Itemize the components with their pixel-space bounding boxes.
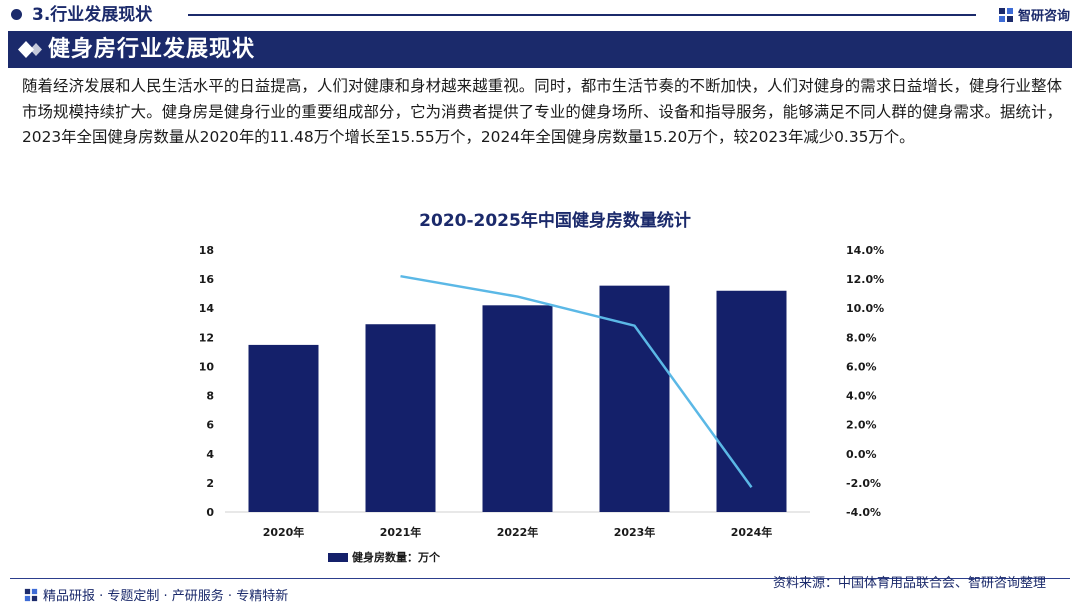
header-divider (188, 14, 976, 16)
right-tick-label: 0.0% (846, 448, 877, 461)
left-tick-label: 0 (206, 506, 214, 519)
title-banner: 健身房行业发展现状 (8, 31, 1072, 68)
bar (248, 344, 319, 512)
left-tick-label: 14 (199, 302, 215, 315)
chart-title: 2020-2025年中国健身房数量统计 (419, 210, 691, 231)
double-diamond-icon (18, 41, 42, 58)
brand-logo: 智研咨询 (998, 5, 1070, 24)
bar-line-chart: 2020-2025年中国健身房数量统计 0 2 4 6 8 10 12 14 16 18 -4.0… (199, 210, 884, 564)
x-axis-labels: 2020年 2021年 2022年 2023年 2024年 (263, 525, 773, 539)
bar-series (248, 285, 787, 512)
left-tick-label: 12 (199, 331, 214, 344)
left-tick-label: 4 (206, 448, 214, 461)
left-tick-label: 2 (206, 477, 214, 490)
right-tick-label: 12.0% (846, 273, 884, 286)
x-tick-label: 2020年 (263, 525, 305, 539)
right-tick-label: 14.0% (846, 244, 884, 257)
x-tick-label: 2022年 (497, 525, 539, 539)
right-tick-label: 10.0% (846, 302, 884, 315)
bar (599, 285, 670, 512)
growth-line (400, 274, 753, 488)
right-tick-label: 6.0% (846, 360, 877, 373)
x-tick-label: 2021年 (380, 525, 422, 539)
left-tick-label: 8 (206, 390, 214, 403)
footer-tagline: 精品研报 · 专题定制 · 产研服务 · 专精特新 (24, 585, 288, 604)
small-logo-icon (24, 588, 38, 601)
bar (482, 305, 553, 512)
footer-tagline-text: 精品研报 · 专题定制 · 产研服务 · 专精特新 (43, 589, 289, 604)
x-tick-label: 2024年 (731, 525, 773, 539)
section-title: 3.行业发展现状 (32, 5, 153, 25)
bullet-icon (11, 9, 22, 20)
source-note: 资料来源：中国体育用品联合会、智研咨询整理 (772, 576, 1046, 591)
legend-label: 健身房数量：万个 (352, 550, 441, 564)
right-tick-label: -2.0% (846, 477, 881, 490)
right-tick-label: 2.0% (846, 419, 877, 432)
right-axis: -4.0% -2.0% 0.0% 2.0% 4.0% 6.0% 8.0% 10.0% 12.0%… (846, 244, 884, 519)
legend-swatch (328, 553, 348, 562)
bar (716, 290, 787, 512)
growth-line-series (400, 274, 753, 488)
right-tick-label: 4.0% (846, 390, 877, 403)
left-tick-label: 6 (206, 419, 214, 432)
bar (365, 324, 436, 512)
description-paragraph: 随着经济发展和人民生活水平的日益提高，人们对健康和身材越来越重视。同时，都市生活… (22, 77, 1062, 146)
brand-mark-icon (998, 7, 1013, 22)
brand-name: 智研咨询 (1017, 9, 1070, 24)
top-header: 3.行业发展现状 智研咨询 (0, 0, 1080, 30)
banner-title: 健身房行业发展现状 (48, 37, 256, 62)
footer-divider (10, 578, 1070, 579)
legend: 健身房数量：万个 (328, 550, 441, 564)
left-tick-label: 18 (199, 244, 214, 257)
chart-container: 2020-2025年中国健身房数量统计 0 2 4 6 8 10 12 14 16 18 -4.0… (0, 198, 1080, 573)
right-tick-label: 8.0% (846, 331, 877, 344)
left-axis: 0 2 4 6 8 10 12 14 16 18 (199, 244, 215, 519)
x-tick-label: 2023年 (614, 525, 656, 539)
right-tick-label: -4.0% (846, 506, 881, 519)
left-tick-label: 10 (199, 360, 215, 373)
left-tick-label: 16 (199, 273, 215, 286)
